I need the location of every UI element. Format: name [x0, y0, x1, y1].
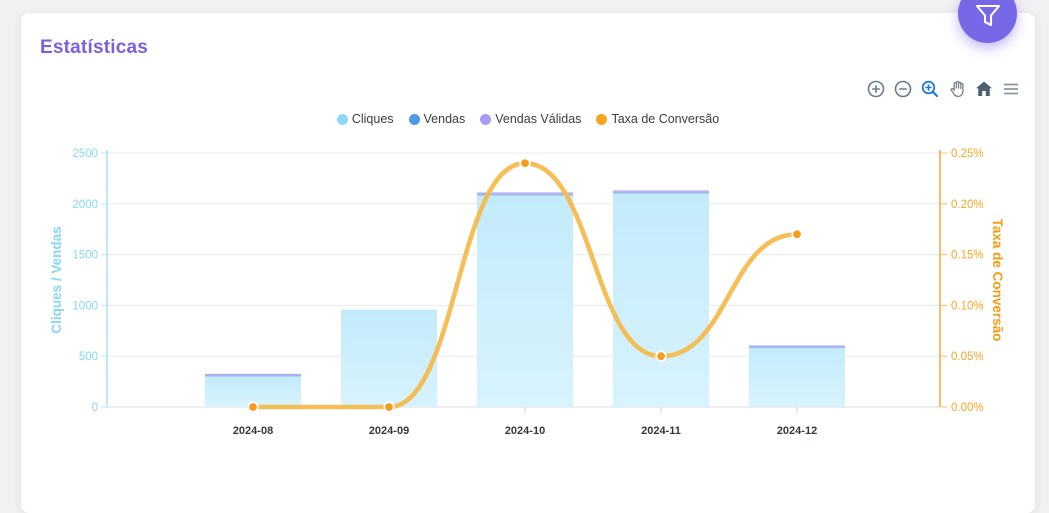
legend-label: Vendas — [423, 112, 466, 126]
y-right-tick-label: 0.15% — [951, 250, 984, 262]
legend-item-vendas[interactable]: Vendas — [408, 112, 466, 126]
conversion-marker[interactable] — [519, 157, 531, 169]
y-right-tick-label: 0.25% — [951, 148, 984, 160]
bar-cliques[interactable] — [477, 195, 573, 407]
conversion-marker[interactable] — [655, 350, 667, 362]
y-left-tick-label: 500 — [79, 351, 98, 363]
y-left-tick-label: 0 — [92, 402, 98, 414]
x-axis-label: 2024-08 — [233, 425, 273, 437]
page-title: Estatísticas — [40, 37, 149, 58]
legend-item-cliques[interactable]: Cliques — [336, 112, 394, 126]
legend-label: Cliques — [351, 112, 394, 126]
y-left-axis-title: Cliques / Vendas — [49, 226, 64, 333]
y-left-tick-label: 2500 — [72, 148, 98, 160]
legend-label: Taxa de Conversão — [611, 112, 720, 126]
y-right-tick-label: 0.20% — [951, 199, 984, 211]
zoom-in-icon[interactable] — [866, 79, 886, 99]
funnel-icon — [973, 0, 1003, 29]
home-icon[interactable] — [974, 79, 994, 99]
menu-icon[interactable] — [1001, 79, 1021, 99]
legend-marker — [596, 113, 608, 125]
x-axis-label: 2024-09 — [369, 425, 409, 437]
x-axis-label: 2024-11 — [641, 425, 681, 437]
conversion-marker[interactable] — [383, 401, 395, 413]
conversion-marker[interactable] — [791, 228, 803, 240]
y-left-tick-label: 1000 — [72, 300, 98, 312]
bar-vendas[interactable] — [205, 374, 301, 377]
bar-vendas[interactable] — [749, 346, 845, 349]
x-axis-label: 2024-10 — [505, 425, 545, 437]
bar-cliques[interactable] — [613, 193, 709, 407]
statistics-card: Estatísticas Cliques Vendas Vendas Válidas… — [21, 13, 1035, 513]
x-axis-label: 2024-12 — [777, 425, 817, 437]
legend-marker — [408, 113, 420, 125]
chart-legend: Cliques Vendas Vendas Válidas Taxa de Conve… — [21, 112, 1035, 126]
bar-vendas[interactable] — [613, 191, 709, 194]
y-right-tick-label: 0.05% — [951, 351, 984, 363]
legend-item-taxa-de-convers-o[interactable]: Taxa de Conversão — [596, 112, 719, 126]
legend-marker — [336, 113, 348, 125]
chart-svg: 2500 0.25% 2000 0.20% 1500 0.15% 1000 0.10% 500 0… — [49, 148, 1005, 437]
y-right-axis-title: Taxa de Conversão — [990, 219, 1005, 342]
bar-vendas-validas[interactable] — [205, 373, 301, 375]
bar-vendas-validas[interactable] — [749, 345, 845, 347]
legend-label: Vendas Válidas — [495, 112, 582, 126]
y-right-tick-label: 0.10% — [951, 300, 984, 312]
conversion-marker[interactable] — [247, 401, 259, 413]
y-left-tick-label: 1500 — [72, 250, 98, 262]
bar-vendas-validas[interactable] — [613, 190, 709, 192]
selection-zoom-icon[interactable] — [920, 79, 940, 99]
chart-toolbar — [866, 78, 1021, 100]
legend-item-vendas-v-lidas[interactable]: Vendas Válidas — [480, 112, 581, 126]
bar-cliques[interactable] — [341, 309, 437, 407]
zoom-out-icon[interactable] — [893, 79, 913, 99]
pan-icon[interactable] — [947, 79, 967, 99]
legend-marker — [480, 113, 492, 125]
bar-cliques[interactable] — [749, 348, 845, 407]
y-left-tick-label: 2000 — [72, 199, 98, 211]
bar-vendas-validas[interactable] — [477, 192, 573, 194]
y-right-tick-label: 0.00% — [951, 402, 984, 414]
bar-vendas[interactable] — [477, 193, 573, 196]
